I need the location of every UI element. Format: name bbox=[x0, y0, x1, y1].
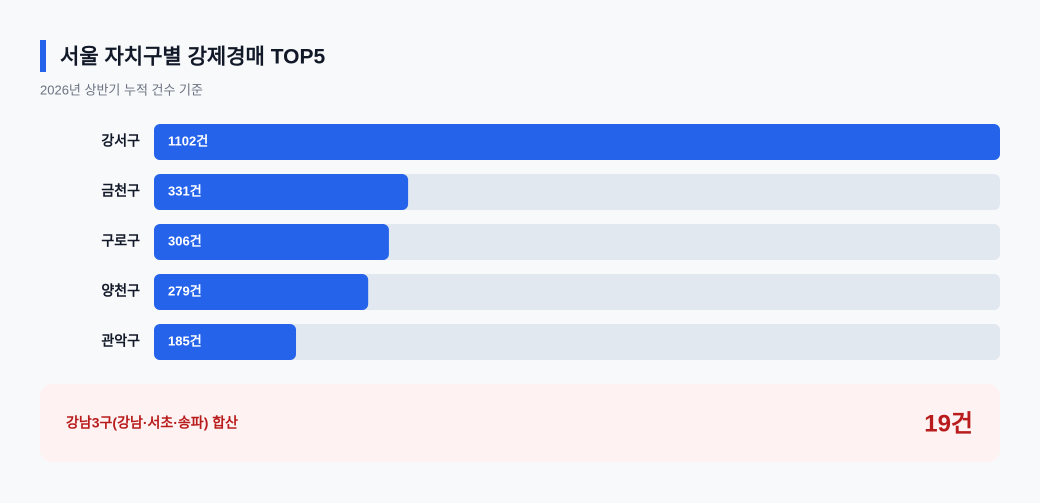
category-label: 금천구 bbox=[101, 183, 140, 199]
category-label: 강서구 bbox=[101, 133, 140, 149]
value-label: 185건 bbox=[168, 333, 202, 348]
title-accent bbox=[40, 40, 46, 72]
summary-box bbox=[40, 384, 1000, 462]
value-label: 306건 bbox=[168, 233, 202, 248]
bar bbox=[154, 224, 389, 260]
bar bbox=[154, 274, 369, 310]
category-label: 구로구 bbox=[101, 233, 140, 249]
summary-label: 강남3구(강남·서초·송파) 합산 bbox=[66, 415, 238, 431]
summary-value: 19건 bbox=[924, 410, 973, 437]
chart-subtitle: 2026년 상반기 누적 건수 기준 bbox=[40, 82, 203, 97]
value-label: 279건 bbox=[168, 283, 202, 298]
bar bbox=[154, 174, 409, 210]
bar-track bbox=[154, 324, 1000, 360]
bar bbox=[154, 324, 297, 360]
bar bbox=[154, 124, 1000, 160]
value-label: 331건 bbox=[168, 183, 202, 198]
value-label: 1102건 bbox=[168, 133, 208, 148]
category-label: 관악구 bbox=[101, 333, 140, 349]
chart-title: 서울 자치구별 강제경매 TOP5 bbox=[60, 46, 325, 69]
category-label: 양천구 bbox=[101, 283, 140, 299]
